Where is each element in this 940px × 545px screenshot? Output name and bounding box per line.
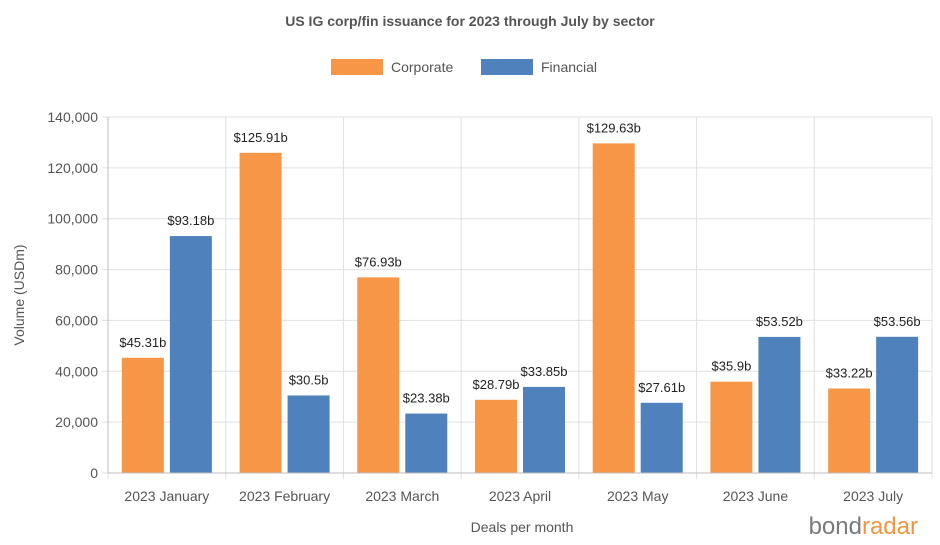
bar-financial-3[interactable] <box>405 413 448 473</box>
bar-financial-7[interactable] <box>876 336 919 473</box>
x-tick-label: 2023 July <box>843 488 903 504</box>
bar-corporate-3[interactable] <box>357 277 400 473</box>
x-tick-label: 2023 April <box>489 488 551 504</box>
data-label-corporate-6: $35.9b <box>712 359 752 374</box>
data-label-corporate-2: $125.91b <box>233 130 287 145</box>
bar-financial-1[interactable] <box>169 236 212 473</box>
legend: Corporate Financial <box>331 59 597 75</box>
data-label-financial-4: $33.85b <box>521 364 568 379</box>
data-label-corporate-7: $33.22b <box>826 366 873 381</box>
x-tick-label: 2023 June <box>723 488 789 504</box>
y-tick-label: 80,000 <box>55 262 98 278</box>
y-tick-label: 140,000 <box>47 109 98 125</box>
bar-financial-5[interactable] <box>640 402 683 473</box>
y-tick-label: 100,000 <box>47 211 98 227</box>
x-axis: 2023 January 2023 February 2023 March 2023 … <box>124 488 903 504</box>
data-label-corporate-3: $76.93b <box>355 254 402 269</box>
data-label-financial-1: $93.18b <box>167 213 214 228</box>
bar-financial-2[interactable] <box>287 395 330 473</box>
logo-text-radar: radar <box>862 513 918 540</box>
bar-corporate-7[interactable] <box>828 388 871 473</box>
x-tick-label: 2023 March <box>365 488 439 504</box>
data-label-corporate-1: $45.31b <box>119 335 166 350</box>
legend-label-financial[interactable]: Financial <box>541 59 597 75</box>
data-label-financial-5: $27.61b <box>638 380 685 395</box>
y-axis-title: Volume (USDm) <box>11 244 27 345</box>
bar-corporate-5[interactable] <box>592 143 635 473</box>
legend-swatch-corporate[interactable] <box>331 59 383 75</box>
bars <box>121 143 919 473</box>
legend-swatch-financial[interactable] <box>481 59 533 75</box>
logo-text-bond: bond <box>809 513 862 540</box>
y-tick-label: 40,000 <box>55 363 98 379</box>
legend-label-corporate[interactable]: Corporate <box>391 59 453 75</box>
data-label-corporate-5: $129.63b <box>587 120 641 135</box>
chart-title: US IG corp/fin issuance for 2023 through… <box>285 13 655 29</box>
bar-corporate-4[interactable] <box>475 399 517 473</box>
data-label-financial-2: $30.5b <box>289 372 329 387</box>
bondradar-logo: bondradar <box>809 513 918 540</box>
bar-corporate-2[interactable] <box>239 152 282 473</box>
data-label-corporate-4: $28.79b <box>473 377 520 392</box>
x-tick-label: 2023 May <box>607 488 668 504</box>
bar-corporate-1[interactable] <box>121 357 164 473</box>
y-tick-label: 20,000 <box>55 414 98 430</box>
y-tick-label: 60,000 <box>55 312 98 328</box>
y-tick-label: 0 <box>90 465 98 481</box>
data-label-financial-3: $23.38b <box>403 391 450 406</box>
y-axis: 0 20,000 40,000 60,000 80,000 100,000 120,000 1… <box>47 109 932 481</box>
x-tick-label: 2023 February <box>239 488 330 504</box>
data-label-financial-7: $53.56b <box>874 314 921 329</box>
x-axis-title: Deals per month <box>471 519 574 535</box>
y-tick-label: 120,000 <box>47 160 98 176</box>
svg-text:bondradar: bondradar <box>809 513 918 540</box>
data-labels: $45.31b $93.18b $125.91b $30.5b $76.93b $23.3… <box>119 120 920 405</box>
bar-corporate-6[interactable] <box>710 381 753 473</box>
bar-financial-6[interactable] <box>758 336 801 473</box>
bar-financial-4[interactable] <box>523 386 565 473</box>
x-tick-label: 2023 January <box>124 488 209 504</box>
data-label-financial-6: $53.52b <box>756 314 803 329</box>
